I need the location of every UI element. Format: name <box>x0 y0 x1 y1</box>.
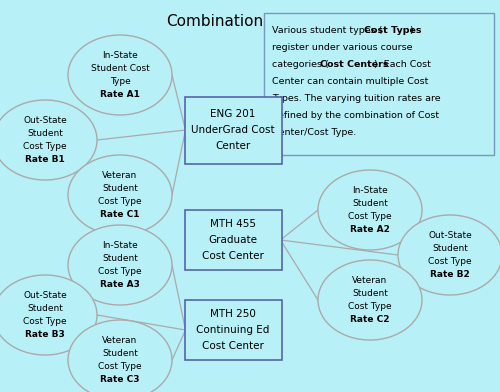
Text: Student: Student <box>102 349 138 358</box>
Text: Student: Student <box>27 304 63 313</box>
FancyBboxPatch shape <box>264 13 494 155</box>
Text: Out-State: Out-State <box>23 291 67 300</box>
Ellipse shape <box>318 260 422 340</box>
Text: Student: Student <box>27 129 63 138</box>
Text: Continuing Ed: Continuing Ed <box>196 325 270 335</box>
Text: Cost Type: Cost Type <box>98 197 142 206</box>
FancyBboxPatch shape <box>184 96 282 163</box>
Ellipse shape <box>318 170 422 250</box>
Text: Student: Student <box>102 254 138 263</box>
Text: defined by the combination of Cost: defined by the combination of Cost <box>272 111 439 120</box>
Text: register under various course: register under various course <box>272 43 412 52</box>
Text: Graduate: Graduate <box>208 235 258 245</box>
Text: ). Each Cost: ). Each Cost <box>374 60 431 69</box>
Text: Veteran: Veteran <box>102 171 138 180</box>
Text: Types. The varying tuition rates are: Types. The varying tuition rates are <box>272 94 440 103</box>
Text: Cost Type: Cost Type <box>98 362 142 371</box>
Text: In-State: In-State <box>352 186 388 195</box>
Text: Rate B2: Rate B2 <box>430 270 470 279</box>
Text: Out-State: Out-State <box>428 231 472 240</box>
FancyBboxPatch shape <box>184 210 282 270</box>
Text: Rate C3: Rate C3 <box>100 375 140 384</box>
Ellipse shape <box>68 225 172 305</box>
Text: ): ) <box>409 26 413 35</box>
Text: Cost Type: Cost Type <box>98 267 142 276</box>
Text: Out-State: Out-State <box>23 116 67 125</box>
Text: Type: Type <box>110 77 130 86</box>
Ellipse shape <box>68 35 172 115</box>
Text: Center: Center <box>216 141 250 151</box>
Text: Cost Types: Cost Types <box>364 26 422 35</box>
Text: Rate A3: Rate A3 <box>100 280 140 289</box>
Ellipse shape <box>68 320 172 392</box>
Text: Cost Type: Cost Type <box>428 257 472 266</box>
Text: Various student types (: Various student types ( <box>272 26 382 35</box>
Text: MTH 455: MTH 455 <box>210 219 256 229</box>
Ellipse shape <box>0 275 97 355</box>
Text: MTH 250: MTH 250 <box>210 309 256 319</box>
Text: Combination: Combination <box>166 14 264 29</box>
Text: Cost Type: Cost Type <box>23 317 67 326</box>
Text: Student: Student <box>352 289 388 298</box>
Text: Cost Type: Cost Type <box>348 302 392 311</box>
Text: ENG 201: ENG 201 <box>210 109 256 119</box>
Text: Student: Student <box>102 184 138 193</box>
Text: UnderGrad Cost: UnderGrad Cost <box>191 125 275 135</box>
Text: Student: Student <box>432 244 468 253</box>
Text: Rate A2: Rate A2 <box>350 225 390 234</box>
Ellipse shape <box>0 100 97 180</box>
Text: Center/Cost Type.: Center/Cost Type. <box>272 128 356 137</box>
FancyBboxPatch shape <box>184 300 282 360</box>
Text: Cost Centers: Cost Centers <box>320 60 388 69</box>
Text: Rate A1: Rate A1 <box>100 90 140 99</box>
Text: Center can contain multiple Cost: Center can contain multiple Cost <box>272 77 428 86</box>
Text: In-State: In-State <box>102 241 138 250</box>
Text: Cost Type: Cost Type <box>23 142 67 151</box>
Text: In-State: In-State <box>102 51 138 60</box>
Ellipse shape <box>398 215 500 295</box>
Text: Cost Center: Cost Center <box>202 341 264 351</box>
Text: Rate C2: Rate C2 <box>350 315 390 324</box>
Text: Student Cost: Student Cost <box>90 64 150 73</box>
Text: Student: Student <box>352 199 388 208</box>
Text: Veteran: Veteran <box>102 336 138 345</box>
Ellipse shape <box>68 155 172 235</box>
Text: Veteran: Veteran <box>352 276 388 285</box>
Text: Rate B1: Rate B1 <box>25 155 65 164</box>
Text: Cost Center: Cost Center <box>202 251 264 261</box>
Text: Rate C1: Rate C1 <box>100 210 140 219</box>
Text: categories (: categories ( <box>272 60 329 69</box>
Text: Rate B3: Rate B3 <box>25 330 65 339</box>
Text: Cost Type: Cost Type <box>348 212 392 221</box>
